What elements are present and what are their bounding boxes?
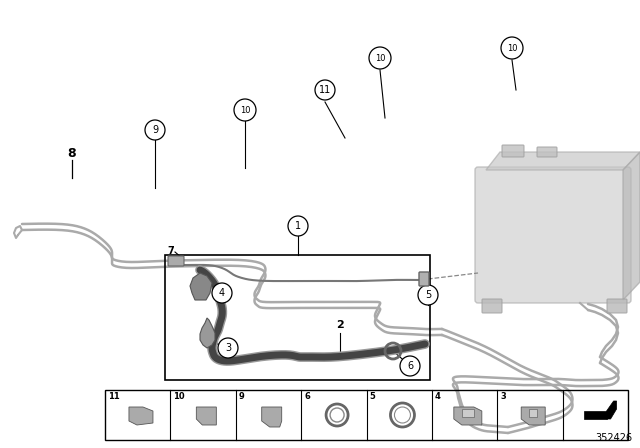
Text: 4: 4: [435, 392, 441, 401]
Circle shape: [212, 283, 232, 303]
Text: 10: 10: [173, 392, 185, 401]
Circle shape: [288, 216, 308, 236]
Polygon shape: [454, 407, 482, 425]
Text: 10: 10: [507, 43, 517, 52]
Text: 5: 5: [369, 392, 376, 401]
Circle shape: [330, 408, 344, 422]
FancyBboxPatch shape: [502, 145, 524, 157]
Circle shape: [418, 285, 438, 305]
Circle shape: [369, 47, 391, 69]
Text: 3: 3: [500, 392, 506, 401]
Polygon shape: [623, 152, 640, 300]
Polygon shape: [486, 152, 640, 170]
Bar: [105, 390, 628, 440]
Polygon shape: [190, 273, 212, 300]
Circle shape: [390, 403, 415, 427]
Polygon shape: [200, 318, 215, 348]
Polygon shape: [607, 401, 616, 419]
Circle shape: [326, 404, 348, 426]
Circle shape: [400, 356, 420, 376]
Text: 10: 10: [375, 53, 385, 63]
Polygon shape: [521, 407, 545, 425]
Circle shape: [501, 37, 523, 59]
Polygon shape: [584, 411, 607, 419]
Circle shape: [145, 120, 165, 140]
Text: 6: 6: [304, 392, 310, 401]
FancyBboxPatch shape: [482, 299, 502, 313]
Text: 4: 4: [219, 288, 225, 298]
Circle shape: [315, 80, 335, 100]
Text: 11: 11: [108, 392, 120, 401]
Polygon shape: [462, 409, 474, 417]
Text: 5: 5: [425, 290, 431, 300]
Text: 9: 9: [152, 125, 158, 135]
Text: 9: 9: [239, 392, 244, 401]
Circle shape: [218, 338, 238, 358]
Polygon shape: [529, 409, 537, 417]
Bar: [165, 255, 430, 380]
Polygon shape: [129, 407, 153, 425]
Circle shape: [394, 407, 410, 423]
Circle shape: [234, 99, 256, 121]
Text: 352426: 352426: [595, 433, 632, 443]
Text: 11: 11: [319, 85, 331, 95]
Text: 1: 1: [295, 221, 301, 231]
Text: 2: 2: [336, 320, 344, 330]
FancyBboxPatch shape: [537, 147, 557, 157]
Text: 3: 3: [225, 343, 231, 353]
Polygon shape: [196, 407, 216, 425]
Text: 7: 7: [167, 246, 173, 256]
FancyBboxPatch shape: [168, 256, 184, 266]
FancyBboxPatch shape: [419, 272, 429, 286]
Polygon shape: [262, 407, 282, 427]
FancyBboxPatch shape: [475, 167, 631, 303]
FancyBboxPatch shape: [607, 299, 627, 313]
Text: 8: 8: [68, 146, 76, 159]
Text: 10: 10: [240, 105, 250, 115]
Text: 6: 6: [407, 361, 413, 371]
